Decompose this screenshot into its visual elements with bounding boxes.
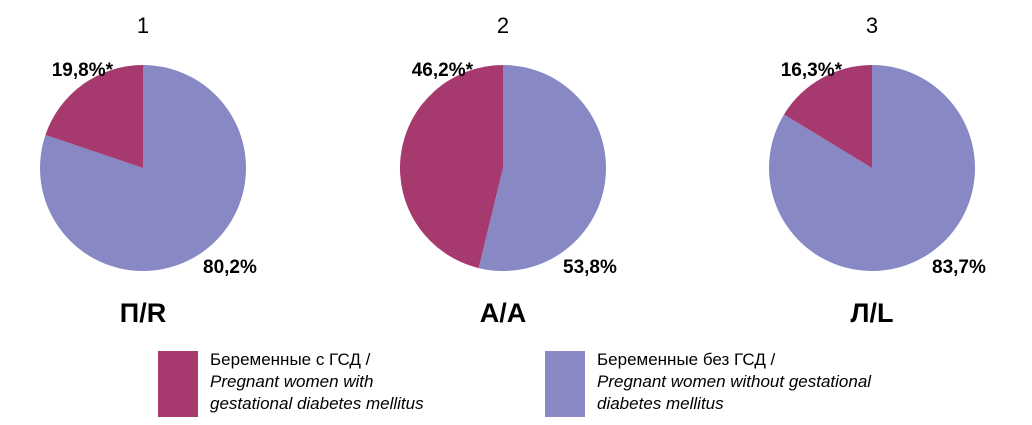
pie-1-number: 1 bbox=[137, 13, 149, 38]
legend-item-no-gdm: Беременные без ГСД / Pregnant women with… bbox=[545, 349, 871, 417]
pie-3-slice-no-gdm bbox=[769, 65, 976, 271]
legend-swatch-no-gdm bbox=[545, 351, 585, 417]
pie-1-title: П/R bbox=[120, 298, 166, 328]
pie-1-slice-no-gdm bbox=[40, 65, 247, 271]
pie-3-gdm-label: 16,3%* bbox=[781, 60, 843, 81]
legend-label-no-gdm-ru: Беременные без ГСД / bbox=[597, 350, 776, 369]
pie-2-slice-gdm bbox=[399, 64, 503, 269]
pie-3-title: Л/L bbox=[851, 298, 894, 328]
pie-1-slice-gdm bbox=[45, 65, 144, 168]
legend-label-no-gdm-en-line1: Pregnant women without gestational bbox=[597, 372, 872, 391]
pie-charts-area: 1 П/R 19,8%* 80,2% 2 А/А 46,2%* 53,8% 3 Л/L 16,3%*… bbox=[40, 13, 986, 328]
legend-label-gdm-en-line1: Pregnant women with bbox=[210, 372, 374, 391]
pie-2-title: А/А bbox=[480, 298, 527, 328]
pie-3-slice-gdm bbox=[784, 65, 872, 168]
legend-item-gdm: Беременные с ГСД / Pregnant women with g… bbox=[158, 349, 424, 417]
pie-2-number: 2 bbox=[497, 13, 509, 38]
legend-label-no-gdm-en-line2: diabetes mellitus bbox=[597, 394, 724, 413]
legend-label-gdm-ru: Беременные с ГСД / bbox=[210, 350, 371, 369]
pie-3-no-gdm-label: 83,7% bbox=[932, 257, 986, 278]
pie-2-no-gdm-label: 53,8% bbox=[563, 257, 617, 278]
pie-2-slice-no-gdm bbox=[478, 65, 606, 271]
legend-label-gdm-en-line2: gestational diabetes mellitus bbox=[210, 394, 424, 413]
pie-1-no-gdm-label: 80,2% bbox=[203, 257, 257, 278]
legend-swatch-gdm bbox=[158, 351, 198, 417]
pie-1-gdm-label: 19,8%* bbox=[52, 60, 114, 81]
pie-3-number: 3 bbox=[866, 13, 878, 38]
pie-2-gdm-label: 46,2%* bbox=[412, 60, 474, 81]
